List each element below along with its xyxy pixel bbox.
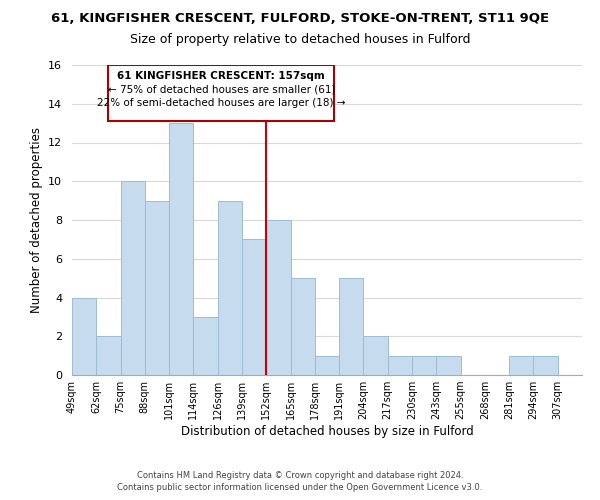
- Bar: [388, 356, 412, 375]
- Bar: [72, 298, 96, 375]
- Bar: [533, 356, 558, 375]
- Bar: [290, 278, 315, 375]
- Bar: [339, 278, 364, 375]
- Bar: [266, 220, 290, 375]
- Text: Size of property relative to detached houses in Fulford: Size of property relative to detached ho…: [130, 32, 470, 46]
- X-axis label: Distribution of detached houses by size in Fulford: Distribution of detached houses by size …: [181, 425, 473, 438]
- Text: 22% of semi-detached houses are larger (18) →: 22% of semi-detached houses are larger (…: [97, 98, 346, 108]
- Bar: [436, 356, 461, 375]
- Text: 61 KINGFISHER CRESCENT: 157sqm: 61 KINGFISHER CRESCENT: 157sqm: [118, 70, 325, 81]
- Bar: [364, 336, 388, 375]
- Text: ← 75% of detached houses are smaller (61): ← 75% of detached houses are smaller (61…: [107, 84, 335, 94]
- Bar: [193, 317, 218, 375]
- Bar: [315, 356, 339, 375]
- Bar: [145, 200, 169, 375]
- Bar: [169, 123, 193, 375]
- Y-axis label: Number of detached properties: Number of detached properties: [29, 127, 43, 313]
- Bar: [121, 181, 145, 375]
- Text: Contains HM Land Registry data © Crown copyright and database right 2024.
Contai: Contains HM Land Registry data © Crown c…: [118, 471, 482, 492]
- Text: 61, KINGFISHER CRESCENT, FULFORD, STOKE-ON-TRENT, ST11 9QE: 61, KINGFISHER CRESCENT, FULFORD, STOKE-…: [51, 12, 549, 26]
- Bar: [509, 356, 533, 375]
- Bar: [242, 240, 266, 375]
- FancyBboxPatch shape: [109, 65, 334, 121]
- Bar: [96, 336, 121, 375]
- Bar: [218, 200, 242, 375]
- Bar: [412, 356, 436, 375]
